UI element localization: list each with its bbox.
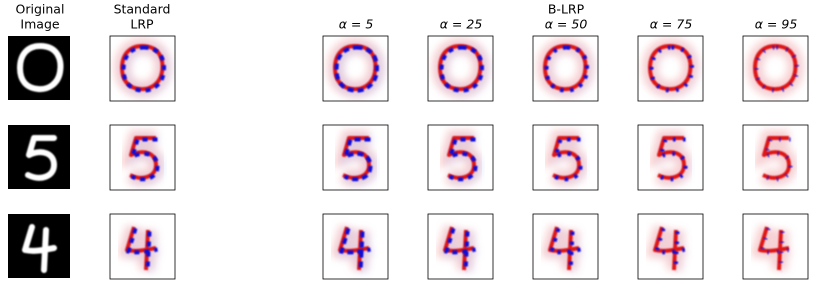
blrp-heatmap xyxy=(637,35,704,102)
original-image xyxy=(8,214,70,278)
alpha-titles: α = 5 α = 25 α = 50 α = 75 α = 95 xyxy=(339,17,798,32)
blrp-heatmap xyxy=(322,213,389,280)
alpha-title: α = 50 xyxy=(545,17,588,32)
blrp-heatmap xyxy=(427,213,494,280)
blrp-heatmap xyxy=(742,35,809,102)
lrp-heatmap xyxy=(109,124,176,191)
lrp-heatmap xyxy=(109,213,176,280)
blrp-heatmap xyxy=(532,213,599,280)
blrp-heatmap xyxy=(742,213,809,280)
column-title: LRP xyxy=(130,17,154,32)
alpha-title: α = 95 xyxy=(755,17,798,32)
blrp-heatmap xyxy=(427,35,494,102)
blrp-heatmap xyxy=(742,124,809,191)
blrp-heatmap xyxy=(532,124,599,191)
alpha-title: α = 5 xyxy=(339,17,374,32)
blrp-heatmap xyxy=(637,213,704,280)
blrp-heatmap xyxy=(322,35,389,102)
panels xyxy=(8,35,809,280)
blrp-heatmap xyxy=(637,124,704,191)
blrp-heatmap xyxy=(427,124,494,191)
column-title: Image xyxy=(20,17,59,32)
alpha-title: α = 25 xyxy=(440,17,483,32)
blrp-heatmap xyxy=(532,35,599,102)
column-title: Original xyxy=(16,2,65,17)
lrp-heatmap xyxy=(109,35,176,102)
group-title: B-LRP xyxy=(548,2,585,17)
column-title: Standard xyxy=(114,2,171,17)
blrp-heatmap xyxy=(322,124,389,191)
original-image xyxy=(8,36,70,100)
alpha-title: α = 75 xyxy=(650,17,693,32)
original-image xyxy=(8,125,70,189)
